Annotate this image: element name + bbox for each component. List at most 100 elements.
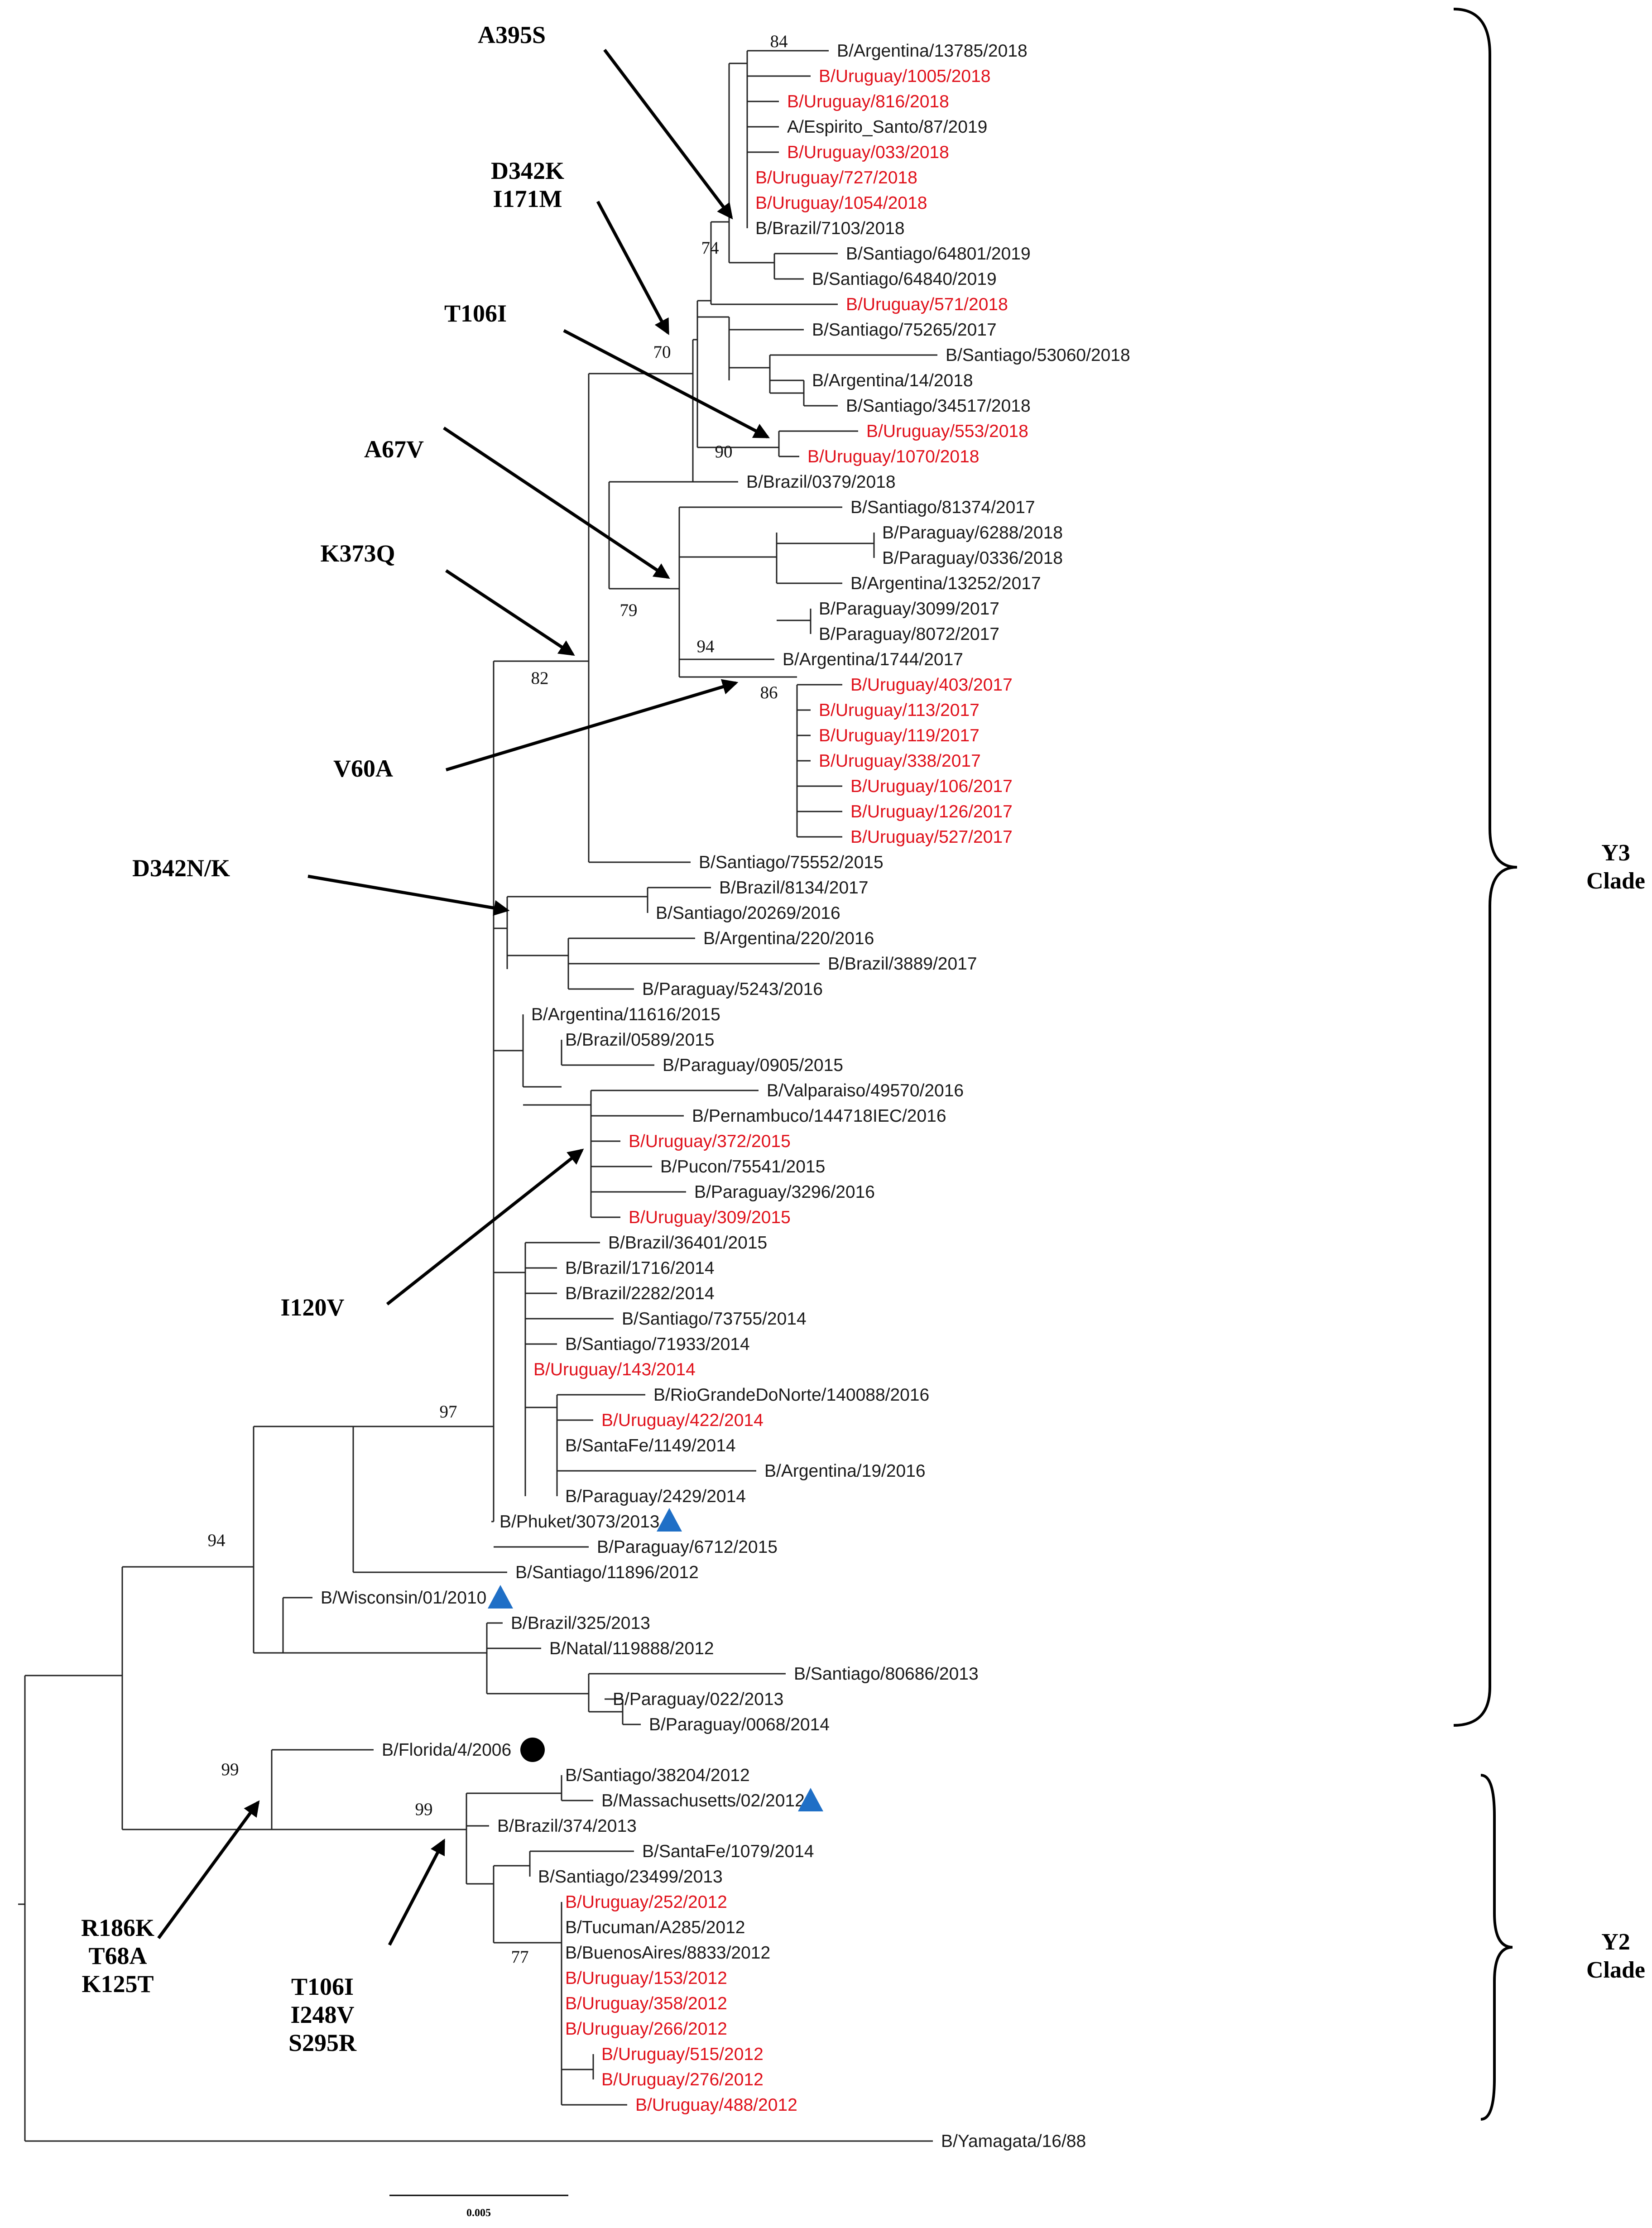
- taxon-label: B/Uruguay/1070/2018: [807, 447, 979, 466]
- taxon-label: B/Santiago/75552/2015: [699, 853, 884, 872]
- mutation-arrow: [388, 1839, 446, 1946]
- mutation-arrow: [386, 1148, 584, 1306]
- mutation-label: I120V: [280, 1294, 344, 1321]
- taxon-label: B/Brazil/0379/2018: [746, 472, 896, 492]
- taxon-label: B/Uruguay/403/2017: [850, 675, 1013, 695]
- taxon-label: B/Uruguay/338/2017: [819, 751, 981, 771]
- scale-bar: 0.005: [389, 2194, 568, 2219]
- mutation-arrow: [445, 569, 575, 656]
- mutation-label: D342K I171M: [491, 157, 564, 212]
- tree-branches: [18, 50, 937, 2142]
- taxon-label: B/Brazil/325/2013: [511, 1613, 650, 1633]
- taxon-labels: B/Argentina/13785/2018 B/Uruguay/1005/201…: [321, 41, 1130, 2151]
- mutation-line: R186K: [81, 1914, 154, 1941]
- taxon-label: B/Brazil/36401/2015: [608, 1233, 767, 1253]
- clade-line: Y2: [1601, 1929, 1630, 1955]
- bootstrap-value: 82: [531, 668, 549, 688]
- scale-label: 0.005: [466, 2207, 491, 2219]
- taxon-label: B/Paraguay/0068/2014: [649, 1715, 830, 1734]
- taxon-label: B/Wisconsin/01/2010: [321, 1588, 486, 1608]
- taxon-label: B/Uruguay/816/2018: [787, 92, 949, 111]
- taxon-label: B/Natal/119888/2012: [549, 1639, 714, 1658]
- mutation-label: T106I: [444, 300, 507, 327]
- mutation-line: V60A: [333, 755, 393, 782]
- taxon-label: B/Argentina/19/2016: [764, 1461, 926, 1481]
- taxon-label: B/Uruguay/1005/2018: [819, 67, 990, 86]
- taxon-label: B/Uruguay/153/2012: [565, 1969, 727, 1988]
- taxon-label: B/Uruguay/113/2017: [819, 701, 980, 720]
- vaccine-markers: [488, 1508, 823, 1811]
- mutation-arrow: [603, 48, 733, 220]
- taxon-label: B/Uruguay/126/2017: [850, 802, 1013, 821]
- bootstrap-value: 86: [760, 683, 778, 702]
- taxon-label: B/Paraguay/6288/2018: [882, 523, 1063, 543]
- taxon-label: B/Santiago/80686/2013: [794, 1664, 979, 1684]
- taxon-label: B/Santiago/23499/2013: [538, 1867, 723, 1887]
- taxon-label: B/Paraguay/3099/2017: [819, 599, 999, 619]
- taxon-label: B/Uruguay/309/2015: [629, 1208, 791, 1227]
- taxon-label: B/Argentina/13252/2017: [850, 574, 1041, 593]
- taxon-label: B/Brazil/7103/2018: [755, 219, 905, 238]
- mutation-arrows: [157, 48, 770, 1946]
- clade-label: Y2 Clade: [1586, 1929, 1645, 1983]
- mutation-line: T106I: [291, 1973, 354, 2000]
- taxon-label: B/Argentina/14/2018: [812, 371, 973, 390]
- mutation-labels: A395S D342K I171M T106I A67V K373Q V60A D342N/K…: [81, 21, 564, 2056]
- bootstrap-value: 99: [415, 1800, 433, 1819]
- taxon-label: B/Brazil/8134/2017: [719, 878, 869, 898]
- blue-triangle-icon: [798, 1788, 823, 1811]
- taxon-label: B/SantaFe/1079/2014: [642, 1842, 814, 1861]
- mutation-label: A67V: [364, 436, 424, 463]
- taxon-label: B/Valparaiso/49570/2016: [767, 1081, 964, 1100]
- mutation-label: K373Q: [320, 540, 395, 567]
- taxon-label: B/Phuket/3073/2013: [499, 1512, 659, 1532]
- clade-line: Clade: [1586, 868, 1645, 894]
- taxon-label: B/Santiago/81374/2017: [850, 498, 1035, 517]
- taxon-label: B/Santiago/71933/2014: [565, 1335, 750, 1354]
- taxon-label: B/Uruguay/106/2017: [850, 777, 1013, 796]
- mutation-arrow: [157, 1800, 260, 1940]
- taxon-label: B/Paraguay/5243/2016: [642, 980, 823, 999]
- taxon-label: B/Uruguay/119/2017: [819, 726, 980, 745]
- taxon-label: B/Uruguay/527/2017: [850, 827, 1013, 847]
- mutation-arrow: [596, 201, 670, 335]
- taxon-label: B/Paraguay/022/2013: [613, 1690, 783, 1709]
- mutation-line: D342N/K: [132, 855, 230, 882]
- taxon-label: B/Brazil/2282/2014: [565, 1284, 715, 1303]
- taxon-label: B/Uruguay/252/2012: [565, 1892, 727, 1912]
- mutation-line: D342K: [491, 157, 564, 184]
- mutation-line: A67V: [364, 436, 424, 463]
- taxon-label: B/Santiago/38204/2012: [565, 1766, 750, 1785]
- taxon-label: B/Pernambuco/144718IEC/2016: [692, 1106, 946, 1126]
- mutation-label: D342N/K: [132, 855, 230, 882]
- taxon-label: A/Espirito_Santo/87/2019: [787, 117, 987, 137]
- taxon-label: B/Uruguay/266/2012: [565, 2019, 727, 2039]
- taxon-label: B/Brazil/3889/2017: [828, 954, 977, 974]
- taxon-label: B/Uruguay/727/2018: [755, 168, 917, 187]
- taxon-label: B/Brazil/1716/2014: [565, 1258, 715, 1278]
- mutation-line: A395S: [478, 21, 546, 48]
- taxon-label: B/Santiago/34517/2018: [846, 396, 1031, 416]
- taxon-label: B/Pucon/75541/2015: [660, 1157, 825, 1176]
- bootstrap-value: 97: [440, 1402, 457, 1421]
- bootstrap-value: 70: [653, 342, 671, 362]
- clade-line: Clade: [1586, 1957, 1645, 1983]
- bootstrap-value: 77: [511, 1947, 529, 1967]
- bootstrap-value: 99: [221, 1760, 239, 1779]
- taxon-label: B/Uruguay/553/2018: [866, 422, 1028, 441]
- mutation-line: I171M: [493, 185, 562, 212]
- mutation-line: T106I: [444, 300, 507, 327]
- mutation-label: A395S: [478, 21, 546, 48]
- taxon-label: B/Argentina/220/2016: [703, 929, 874, 948]
- taxon-label: B/Santiago/11896/2012: [515, 1563, 699, 1582]
- taxon-label: B/Uruguay/143/2014: [533, 1360, 696, 1379]
- taxon-label: B/Santiago/75265/2017: [812, 320, 997, 340]
- clade-line: Y3: [1601, 840, 1630, 866]
- taxon-label: B/Paraguay/6712/2015: [597, 1537, 778, 1557]
- bootstrap-value: 94: [208, 1531, 226, 1550]
- taxon-label: B/Argentina/1744/2017: [783, 650, 963, 669]
- taxon-label: B/Uruguay/515/2012: [601, 2045, 764, 2064]
- mutation-arrow: [307, 874, 510, 916]
